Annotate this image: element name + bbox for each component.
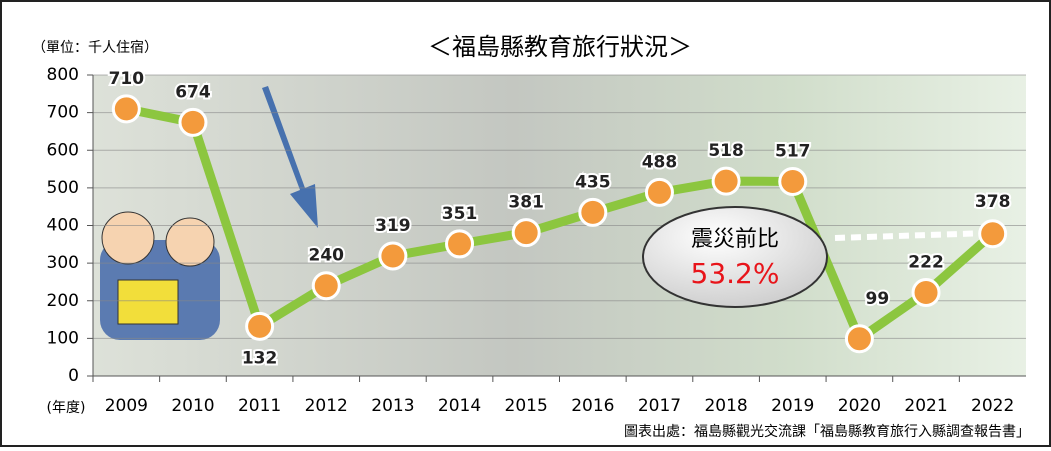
data-point bbox=[311, 271, 341, 301]
y-tick-label: 200 bbox=[47, 291, 79, 311]
x-axis-label: (年度) bbox=[47, 400, 86, 416]
x-tick-label: 2014 bbox=[438, 396, 481, 416]
data-point bbox=[978, 219, 1008, 249]
x-tick-label: 2022 bbox=[971, 396, 1014, 416]
data-label: 710 bbox=[109, 69, 145, 89]
data-point bbox=[445, 229, 475, 259]
y-tick-label: 0 bbox=[68, 366, 79, 386]
data-label: 222 bbox=[908, 252, 944, 272]
annotation-value: 53.2% bbox=[691, 257, 780, 290]
data-label: 517 bbox=[775, 141, 811, 161]
data-label: 99 bbox=[866, 289, 890, 309]
data-point bbox=[578, 197, 608, 227]
x-tick-label: 2021 bbox=[904, 396, 947, 416]
data-point bbox=[778, 166, 808, 196]
data-point bbox=[245, 311, 275, 341]
x-tick-label: 2010 bbox=[171, 396, 214, 416]
y-tick-label: 500 bbox=[47, 178, 79, 198]
data-label: 674 bbox=[175, 82, 211, 102]
y-tick-label: 300 bbox=[47, 253, 79, 273]
data-label: 132 bbox=[242, 348, 278, 368]
data-point bbox=[111, 94, 141, 124]
y-tick-label: 800 bbox=[47, 65, 79, 85]
data-point bbox=[911, 277, 941, 307]
x-tick-label: 2011 bbox=[238, 396, 281, 416]
data-label: 240 bbox=[309, 246, 345, 266]
y-tick-label: 600 bbox=[47, 140, 79, 160]
x-tick-label: 2013 bbox=[371, 396, 414, 416]
data-label: 381 bbox=[508, 193, 544, 213]
data-label: 378 bbox=[975, 192, 1011, 212]
decor-dashed bbox=[834, 230, 991, 241]
x-tick-label: 2019 bbox=[771, 396, 814, 416]
data-label: 319 bbox=[375, 216, 411, 236]
x-tick-label: 2020 bbox=[838, 396, 881, 416]
source: 圖表出處：福島縣觀光交流課「福島縣教育旅行入縣調查報告書」 bbox=[624, 423, 1030, 440]
data-label: 488 bbox=[642, 152, 678, 172]
y-tick-label: 700 bbox=[47, 103, 79, 123]
chart-title: ＜福島縣教育旅行狀況＞ bbox=[428, 33, 692, 61]
data-point bbox=[511, 218, 541, 248]
data-point bbox=[644, 177, 674, 207]
x-tick-label: 2018 bbox=[704, 396, 747, 416]
data-label: 518 bbox=[708, 141, 744, 161]
x-tick-label: 2017 bbox=[638, 396, 681, 416]
data-point bbox=[711, 166, 741, 196]
y-tick-label: 100 bbox=[47, 328, 79, 348]
decor-illustration bbox=[100, 211, 220, 340]
annotation-bubble bbox=[642, 206, 828, 308]
data-point bbox=[378, 241, 408, 271]
y-tick-label: 400 bbox=[47, 216, 79, 236]
unit-label: （單位：千人住宿） bbox=[32, 39, 158, 56]
x-tick-label: 2012 bbox=[305, 396, 348, 416]
annotation-title: 震災前比 bbox=[691, 227, 779, 252]
decor-arrow bbox=[262, 86, 318, 228]
x-tick-label: 2009 bbox=[105, 396, 148, 416]
data-label: 351 bbox=[442, 204, 478, 224]
data-point bbox=[178, 107, 208, 137]
data-label: 435 bbox=[575, 172, 611, 192]
data-point bbox=[844, 324, 874, 354]
x-tick-label: 2016 bbox=[571, 396, 614, 416]
x-tick-label: 2015 bbox=[505, 396, 548, 416]
